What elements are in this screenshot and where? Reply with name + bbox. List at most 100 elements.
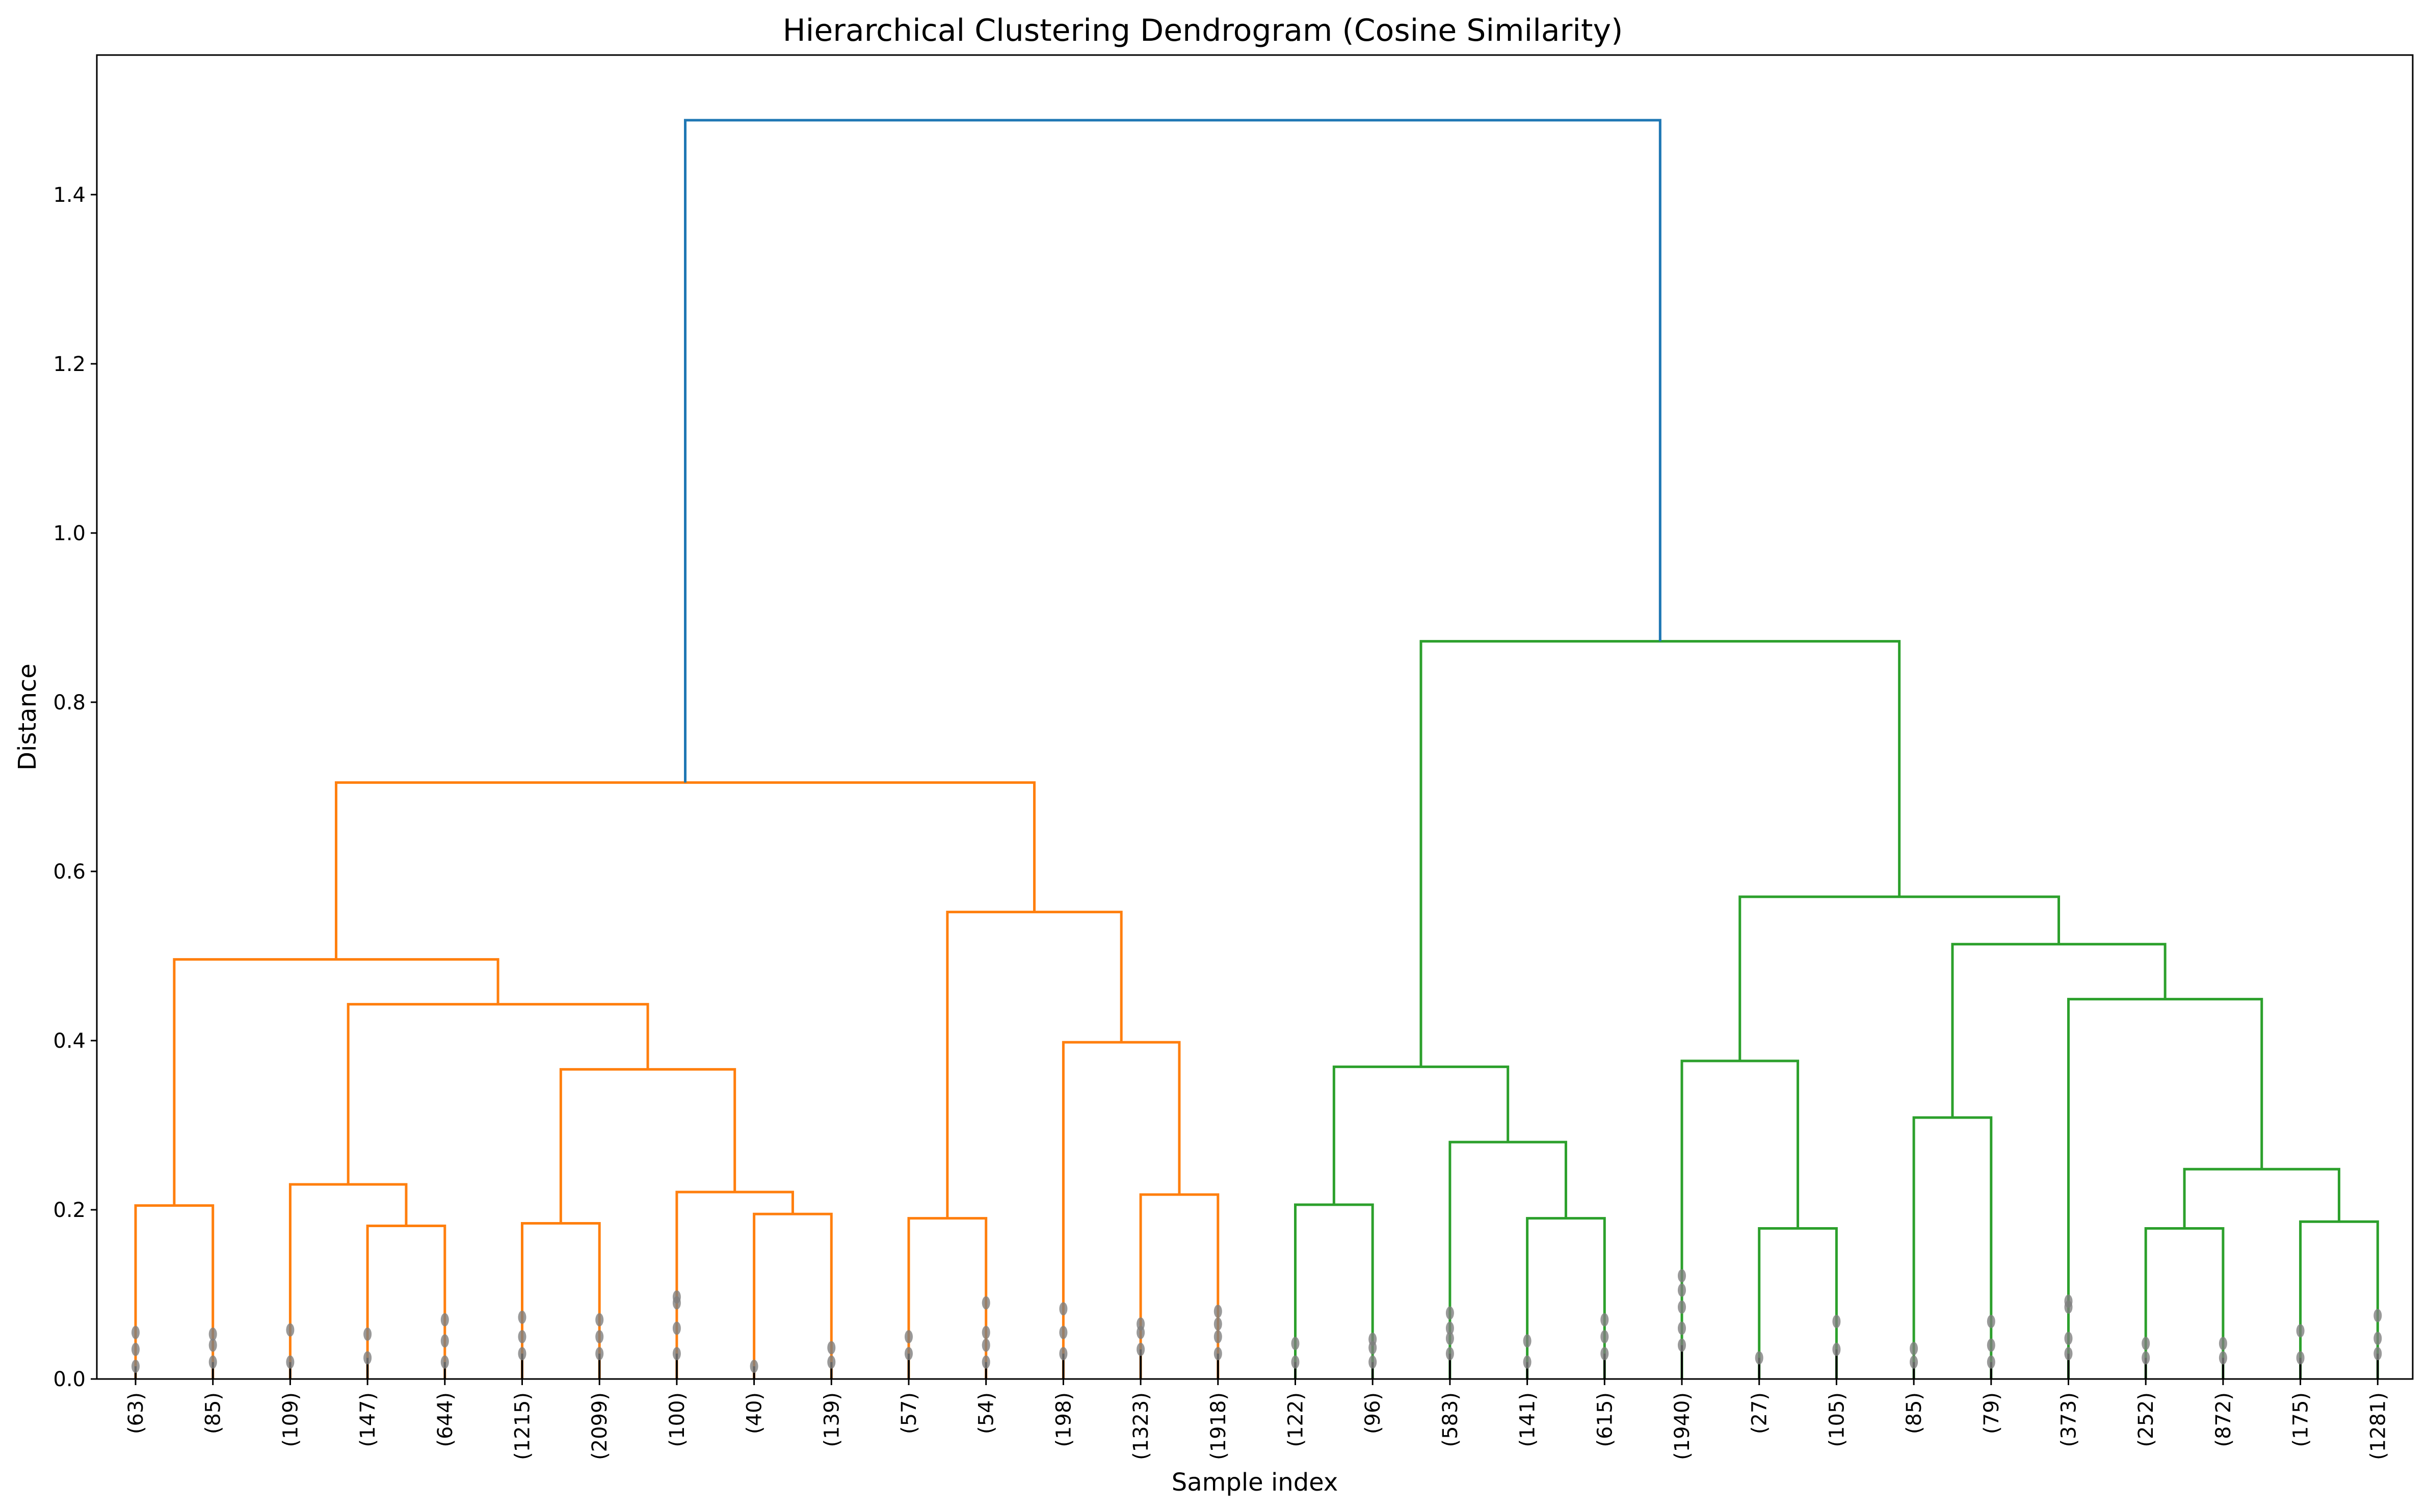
- leaf-dot-3-1: [363, 1328, 372, 1341]
- leaf-dot-26-1: [2142, 1337, 2150, 1350]
- leaf-dot-5-2: [518, 1310, 526, 1324]
- leaf-dot-11-0: [982, 1355, 990, 1369]
- leaf-dot-26-0: [2142, 1351, 2150, 1365]
- leaf-dot-0-2: [131, 1325, 140, 1339]
- y-tick-label-2: 0.4: [53, 1029, 86, 1053]
- dendrogram-links: [134, 119, 2379, 1379]
- leaf-dot-3-0: [363, 1351, 372, 1365]
- leaf-dot-17-3: [1445, 1306, 1454, 1320]
- leaf-dot-27-0: [2219, 1351, 2227, 1365]
- leaf-dot-22-0: [1832, 1342, 1841, 1356]
- link-B12: [1951, 943, 2167, 1118]
- leaf-dot-1-1: [208, 1338, 217, 1352]
- leaf-dot-1-2: [208, 1328, 217, 1341]
- x-tick-label-2: (109): [279, 1392, 302, 1447]
- link-A1: [134, 1204, 215, 1379]
- leaf-dot-1-0: [208, 1355, 217, 1369]
- x-tick-label-4: (644): [434, 1392, 457, 1447]
- x-tick-label-28: (175): [2289, 1392, 2313, 1447]
- x-tick-label-8: (40): [743, 1392, 767, 1434]
- leaf-dot-6-0: [595, 1347, 604, 1361]
- leaf-dot-12-0: [1059, 1347, 1068, 1361]
- x-tick-label-7: (100): [666, 1392, 689, 1447]
- leaf-dot-22-1: [1832, 1315, 1841, 1329]
- leaf-dot-4-1: [440, 1334, 449, 1348]
- leaf-dot-19-2: [1600, 1313, 1609, 1327]
- leaf-dot-24-0: [1987, 1355, 1995, 1369]
- leaf-dot-19-1: [1600, 1330, 1609, 1343]
- y-axis-label: Distance: [13, 664, 42, 771]
- leaf-dot-23-0: [1910, 1355, 1918, 1369]
- leaf-dot-7-0: [672, 1347, 681, 1361]
- leaf-dot-14-0: [1213, 1347, 1222, 1361]
- link-B6: [1680, 1059, 1800, 1379]
- link-B2: [1526, 1217, 1606, 1379]
- link-A3: [288, 1183, 408, 1379]
- x-tick-label-22: (105): [1825, 1392, 1849, 1447]
- leaf-dot-13-2: [1137, 1317, 1145, 1331]
- leaf-dot-25-1: [2064, 1332, 2073, 1345]
- y-tick-label-6: 1.2: [53, 353, 86, 376]
- y-tick-label-7: 1.4: [53, 183, 86, 207]
- y-axis: 0.0 0.2 0.4 0.6 0.8 1.0 1.2 1.4: [53, 183, 97, 1391]
- leaf-dot-24-1: [1987, 1338, 1995, 1352]
- link-A4: [521, 1222, 601, 1379]
- x-tick-label-20: (1940): [1671, 1392, 1694, 1460]
- link-A6: [675, 1190, 794, 1379]
- y-tick-label-5: 1.0: [53, 522, 86, 545]
- leaf-dot-5-1: [518, 1330, 526, 1343]
- leaf-dot-25-0: [2064, 1347, 2073, 1361]
- leaf-dot-10-1: [905, 1330, 913, 1343]
- leaf-dot-27-1: [2219, 1337, 2227, 1350]
- y-tick-label-0: 0.0: [53, 1368, 86, 1391]
- leaf-dot-16-2: [1368, 1332, 1377, 1346]
- leaf-dot-17-1: [1445, 1332, 1454, 1345]
- x-tick-label-10: (57): [898, 1392, 921, 1434]
- x-tick-label-29: (1281): [2366, 1392, 2390, 1460]
- x-tick-label-25: (373): [2057, 1392, 2081, 1447]
- leaf-dot-6-1: [595, 1330, 604, 1343]
- x-tick-label-13: (1323): [1129, 1392, 1153, 1460]
- leaf-dot-28-0: [2296, 1351, 2305, 1365]
- y-tick-label-4: 0.8: [53, 691, 86, 714]
- leaf-dot-29-2: [2373, 1309, 2382, 1322]
- x-tick-label-0: (63): [124, 1392, 148, 1434]
- x-tick-label-26: (252): [2134, 1392, 2158, 1447]
- x-tick-label-14: (1918): [1207, 1392, 1230, 1460]
- plot-area-frame: [96, 54, 2414, 1380]
- x-axis: (63) (85) (109) (147) (644) (1215) (2099) (100)…: [124, 1379, 2390, 1460]
- leaf-dot-15-0: [1291, 1355, 1300, 1369]
- leaf-dot-29-1: [2373, 1332, 2382, 1345]
- chart-title: Hierarchical Clustering Dendrogram (Cosi…: [783, 13, 1623, 48]
- leaf-dot-4-0: [440, 1355, 449, 1369]
- leaf-dot-5-0: [518, 1347, 526, 1361]
- leaf-dot-14-2: [1213, 1317, 1222, 1331]
- x-tick-label-6: (2099): [588, 1392, 612, 1460]
- link-A5: [753, 1212, 833, 1379]
- leaf-dot-28-1: [2296, 1324, 2305, 1338]
- x-tick-label-9: (139): [820, 1392, 843, 1447]
- leaf-dot-11-2: [982, 1325, 990, 1339]
- leaf-dot-19-0: [1600, 1347, 1609, 1361]
- link-A11: [1139, 1193, 1220, 1379]
- leaf-dot-0-1: [131, 1342, 140, 1356]
- leaf-dot-0-0: [131, 1360, 140, 1373]
- leaf-dot-10-0: [905, 1347, 913, 1361]
- leaf-dot-23-1: [1910, 1342, 1918, 1356]
- leaf-dot-16-0: [1368, 1355, 1377, 1369]
- leaf-dot-2-1: [286, 1323, 295, 1337]
- x-tick-label-5: (1215): [511, 1392, 535, 1460]
- leaf-dot-18-0: [1523, 1355, 1532, 1369]
- link-R: [683, 119, 1661, 783]
- leaf-dot-8-0: [750, 1360, 758, 1373]
- leaf-dot-9-0: [827, 1355, 836, 1369]
- x-tick-label-11: (54): [975, 1392, 998, 1434]
- leaf-dot-24-2: [1987, 1315, 1995, 1329]
- x-tick-label-27: (872): [2212, 1392, 2235, 1447]
- x-tick-label-18: (141): [1516, 1392, 1540, 1447]
- x-tick-label-21: (27): [1748, 1392, 1772, 1434]
- leaf-dot-11-1: [982, 1338, 990, 1352]
- x-tick-label-23: (85): [1903, 1392, 1926, 1434]
- leaf-dot-7-3: [672, 1290, 681, 1304]
